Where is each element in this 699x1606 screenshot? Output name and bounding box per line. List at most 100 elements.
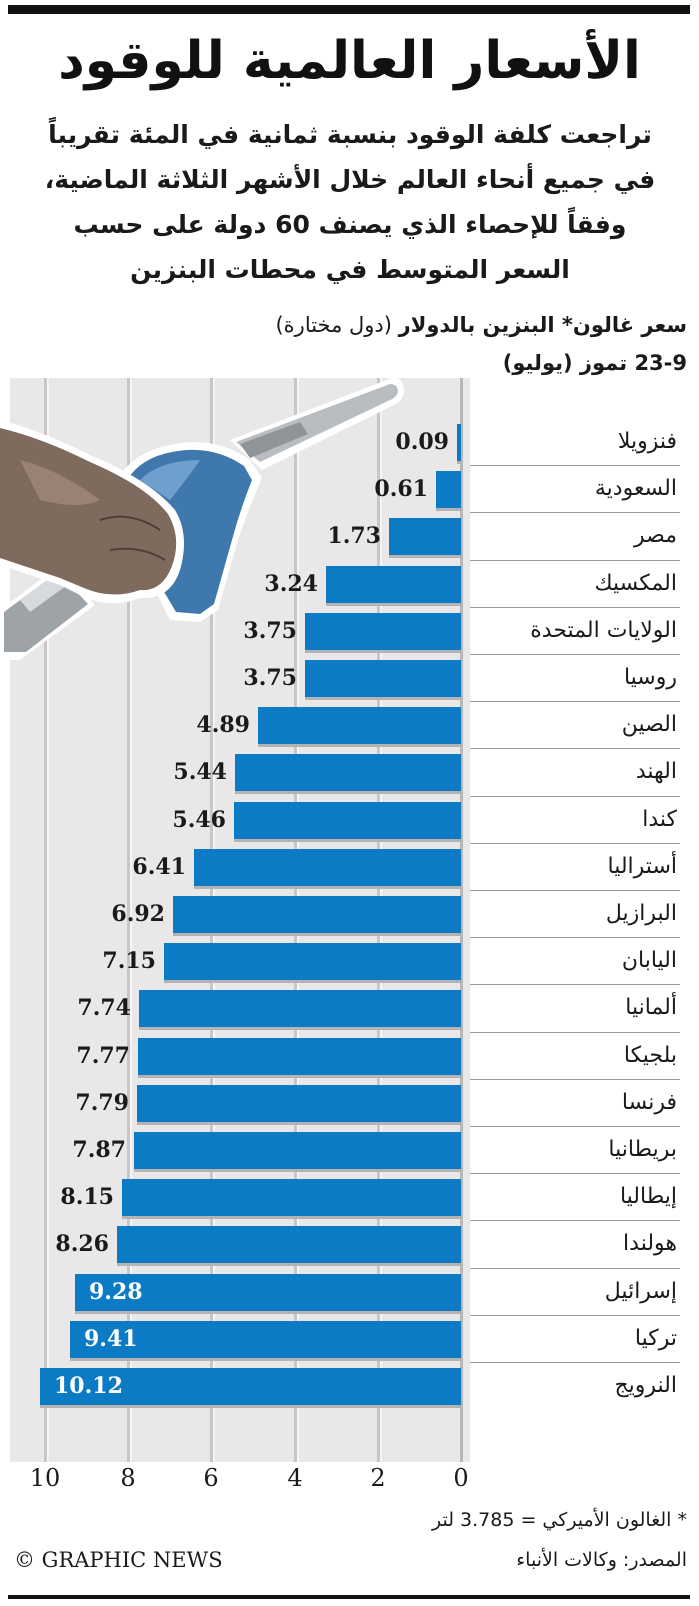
gridline	[127, 378, 132, 1462]
bar	[138, 1038, 461, 1075]
date-label: 23-9 تموز (يوليو)	[502, 351, 687, 375]
row-separator	[470, 607, 680, 608]
row-separator	[470, 560, 680, 561]
row-separator	[470, 1173, 680, 1174]
zero-axis-line	[460, 378, 463, 1462]
country-label: إيطاليا	[619, 1184, 677, 1209]
subtitle-line: وفقاً للإحصاء الذي يصنف 60 دولة على حسب	[73, 210, 627, 239]
value-label: 7.87	[72, 1137, 126, 1163]
value-label: 7.79	[75, 1090, 129, 1116]
gridline	[44, 378, 49, 1462]
row-separator	[470, 984, 680, 985]
bottom-rule	[8, 1595, 690, 1599]
chart-subtitle: تراجعت كلفة الوقود بنسبة ثمانية في المئة…	[30, 112, 670, 292]
value-label: 0.09	[395, 429, 449, 455]
unit-label: سعر غالون* البنزين بالدولار (دول مختارة)	[167, 310, 687, 340]
country-label: الهند	[635, 759, 677, 784]
bar	[326, 566, 461, 603]
top-rule	[8, 5, 690, 14]
footnote: * الغالون الأميركي = 3.785 لتر	[431, 1509, 687, 1531]
bar	[194, 849, 461, 886]
country-label: الولايات المتحدة	[530, 618, 677, 643]
country-label: أستراليا	[607, 854, 677, 879]
bar	[164, 943, 461, 980]
row-separator	[470, 1315, 680, 1316]
value-label: 7.77	[76, 1043, 130, 1069]
x-tick-label: 0	[453, 1464, 469, 1492]
value-label: 3.75	[243, 665, 297, 691]
value-label: 8.26	[55, 1231, 109, 1257]
row-separator	[470, 843, 680, 844]
row-separator	[470, 1268, 680, 1269]
value-label: 6.41	[132, 854, 186, 880]
credit: © GRAPHIC NEWS	[14, 1548, 223, 1572]
bar	[436, 471, 461, 508]
value-label: 10.12	[54, 1373, 123, 1399]
value-label: 0.61	[374, 476, 428, 502]
row-separator	[470, 748, 680, 749]
country-label: المكسيك	[594, 571, 678, 596]
country-label: بريطانيا	[608, 1137, 677, 1162]
bar	[457, 424, 461, 461]
value-label: 1.73	[327, 523, 381, 549]
subtitle-line: السعر المتوسط في محطات البنزين	[130, 255, 570, 284]
chart-title: الأسعار العالمية للوقود	[58, 31, 641, 91]
row-separator	[470, 465, 680, 466]
value-label: 4.89	[196, 712, 250, 738]
bar	[234, 802, 461, 839]
country-label: روسيا	[623, 665, 677, 690]
bar	[389, 518, 461, 555]
country-label: فنزويلا	[617, 429, 677, 454]
country-label: البرازيل	[605, 901, 677, 926]
value-label: 3.75	[243, 618, 297, 644]
bar	[305, 613, 461, 650]
bar	[235, 754, 461, 791]
bar	[258, 707, 461, 744]
value-label: 5.44	[173, 759, 227, 785]
subtitle-line: في جميع أنحاء العالم خلال الأشهر الثلاثة…	[44, 165, 656, 194]
country-label: مصر	[633, 523, 677, 548]
value-label: 7.74	[77, 995, 131, 1021]
value-label: 9.28	[89, 1279, 143, 1305]
x-tick-label: 2	[370, 1464, 386, 1492]
row-separator	[470, 1079, 680, 1080]
x-tick-label: 4	[287, 1464, 303, 1492]
bar	[75, 1274, 461, 1311]
row-separator	[470, 937, 680, 938]
bar	[173, 896, 461, 933]
value-label: 7.15	[102, 948, 156, 974]
value-label: 9.41	[84, 1326, 138, 1352]
value-label: 6.92	[111, 901, 165, 927]
x-tick-label: 10	[29, 1464, 61, 1492]
bar	[40, 1368, 461, 1405]
value-label: 3.24	[264, 571, 318, 597]
unit-label-bold: سعر غالون* البنزين بالدولار	[398, 313, 687, 337]
country-label: هولندا	[623, 1231, 677, 1256]
country-label: ألمانيا	[625, 995, 677, 1020]
row-separator	[470, 654, 680, 655]
country-label: تركيا	[634, 1326, 677, 1351]
bar	[134, 1132, 461, 1169]
country-label: اليابان	[621, 948, 677, 973]
bar	[70, 1321, 461, 1358]
country-label: الصين	[621, 712, 677, 737]
country-label: كندا	[642, 807, 677, 832]
value-label: 8.15	[60, 1184, 114, 1210]
country-label: السعودية	[594, 476, 677, 501]
country-label: بلجيكا	[623, 1043, 677, 1068]
bar	[305, 660, 461, 697]
x-tick-label: 6	[203, 1464, 219, 1492]
row-separator	[470, 1126, 680, 1127]
x-tick-label: 8	[120, 1464, 136, 1492]
fuel-nozzle-hand-illustration-icon	[0, 377, 404, 660]
bar	[117, 1226, 461, 1263]
country-label: إسرائيل	[604, 1279, 677, 1304]
row-separator	[470, 890, 680, 891]
value-label: 5.46	[172, 807, 226, 833]
row-separator	[470, 796, 680, 797]
subtitle-line: تراجعت كلفة الوقود بنسبة ثمانية في المئة…	[48, 120, 652, 149]
bar	[137, 1085, 461, 1122]
row-separator	[470, 512, 680, 513]
row-separator	[470, 701, 680, 702]
country-label: فرنسا	[621, 1090, 677, 1115]
